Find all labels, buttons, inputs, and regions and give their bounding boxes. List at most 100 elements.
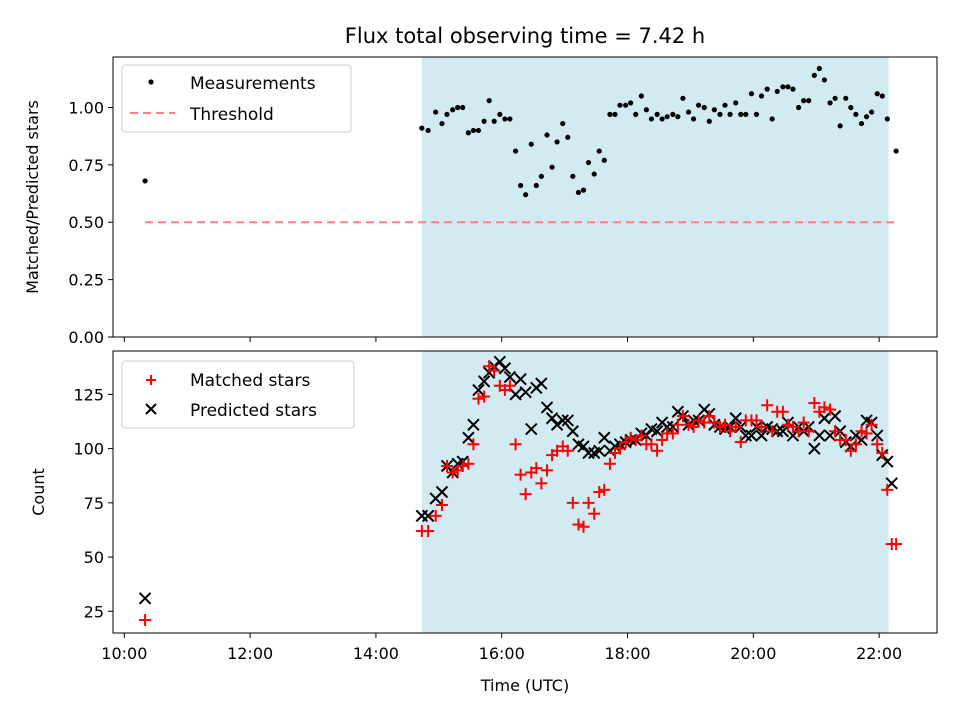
measurement-point xyxy=(607,111,613,117)
matched-point xyxy=(467,438,480,451)
measurement-point xyxy=(507,116,513,122)
matched-point xyxy=(478,390,491,403)
matched-point xyxy=(890,538,903,551)
measurement-point xyxy=(486,98,492,104)
measurement-point xyxy=(821,77,828,83)
measurement-point xyxy=(868,109,875,115)
measurement-point xyxy=(774,88,780,95)
measurement-point xyxy=(575,189,582,196)
x-axis-label: Time (UTC) xyxy=(480,676,569,695)
ratio-legend: Measurements Threshold xyxy=(121,64,352,133)
measurement-point xyxy=(142,178,148,184)
measurement-point xyxy=(439,120,445,127)
matched-point xyxy=(514,468,527,481)
ratio-ytick-label: 0.00 xyxy=(68,328,104,347)
measurement-point xyxy=(711,107,717,113)
matched-point xyxy=(422,525,435,538)
measurement-point xyxy=(502,116,508,122)
measurement-point xyxy=(884,116,890,122)
matched-point xyxy=(656,433,669,446)
matched-point xyxy=(588,507,601,520)
observing-window-shade xyxy=(421,351,889,633)
predicted-point xyxy=(776,425,790,438)
matched-point xyxy=(635,429,648,442)
measurement-point xyxy=(549,164,555,170)
predicted-point xyxy=(138,592,152,605)
measurement-point xyxy=(560,120,566,127)
matched-point xyxy=(462,457,475,470)
matched-point xyxy=(598,483,611,496)
matched-point xyxy=(488,364,501,377)
ratio-y-axis-label: Matched/Predicted stars xyxy=(23,100,42,294)
count-xtick-label: 14:00 xyxy=(353,644,399,663)
measurement-point xyxy=(612,111,618,117)
matched-point xyxy=(871,438,884,451)
matched-point xyxy=(446,466,459,479)
predicted-point xyxy=(755,429,768,442)
measurement-point xyxy=(863,114,870,120)
ratio-ytick-label: 0.25 xyxy=(68,271,104,290)
matched-point xyxy=(456,459,469,472)
ratio-legend-box xyxy=(121,64,352,133)
matched-point xyxy=(503,379,516,392)
matched-point xyxy=(435,499,448,512)
measurement-point xyxy=(769,116,775,122)
predicted-point xyxy=(577,440,590,453)
matched-point xyxy=(472,392,485,405)
predicted-point xyxy=(556,414,569,427)
measurement-point xyxy=(497,111,503,117)
count-xtick-label: 18:00 xyxy=(604,644,650,663)
measurement-point xyxy=(460,104,466,111)
measurement-point xyxy=(764,86,770,92)
predicted-point xyxy=(462,431,475,444)
predicted-point xyxy=(828,409,842,423)
legend-matched-marker xyxy=(146,375,156,385)
measurement-point xyxy=(601,157,607,163)
matched-point xyxy=(734,436,747,449)
measurement-point xyxy=(419,125,425,131)
measurement-point xyxy=(848,104,854,111)
measurement-point xyxy=(738,111,744,117)
measurement-point xyxy=(722,102,728,108)
measurement-point xyxy=(816,65,822,72)
measurement-point xyxy=(893,148,899,154)
predicted-point xyxy=(566,425,580,438)
count-panel: 25 50 75 100 125 10:00 12:00 14:00 16:00 18:00 20… xyxy=(29,350,938,695)
measurement-point xyxy=(444,111,450,117)
measurement-point xyxy=(528,141,534,147)
measurement-point xyxy=(780,84,786,90)
measurement-point xyxy=(450,107,456,113)
measurement-point xyxy=(475,127,482,134)
count-xtick-label: 10:00 xyxy=(101,644,147,663)
measurement-point xyxy=(659,116,665,122)
predicted-point xyxy=(593,444,606,457)
matched-point xyxy=(682,418,695,431)
count-xtick-label: 22:00 xyxy=(856,644,902,663)
measurement-point xyxy=(512,148,519,154)
measurement-point xyxy=(481,118,487,124)
measurement-point xyxy=(680,95,686,101)
count-xtick-label: 16:00 xyxy=(479,644,525,663)
predicted-point xyxy=(818,412,831,425)
measurement-point xyxy=(654,111,660,117)
matched-point xyxy=(876,446,889,459)
count-xtick-label: 20:00 xyxy=(730,644,776,663)
matched-point xyxy=(844,444,857,457)
matched-point xyxy=(593,486,606,498)
matched-point xyxy=(849,438,862,451)
predicted-point xyxy=(660,420,674,434)
matched-point xyxy=(139,613,152,626)
measurement-point xyxy=(675,114,681,120)
measurement-point xyxy=(433,109,439,115)
predicted-point xyxy=(482,366,496,379)
predicted-point xyxy=(525,422,538,436)
measurement-point xyxy=(690,116,697,122)
matched-point xyxy=(645,438,658,451)
measurement-point xyxy=(554,139,560,145)
measurement-point xyxy=(544,132,550,138)
count-legend-box xyxy=(121,360,355,429)
measurement-point xyxy=(758,93,765,99)
predicted-point xyxy=(472,383,485,397)
predicted-point xyxy=(598,431,611,444)
predicted-point xyxy=(729,412,742,425)
